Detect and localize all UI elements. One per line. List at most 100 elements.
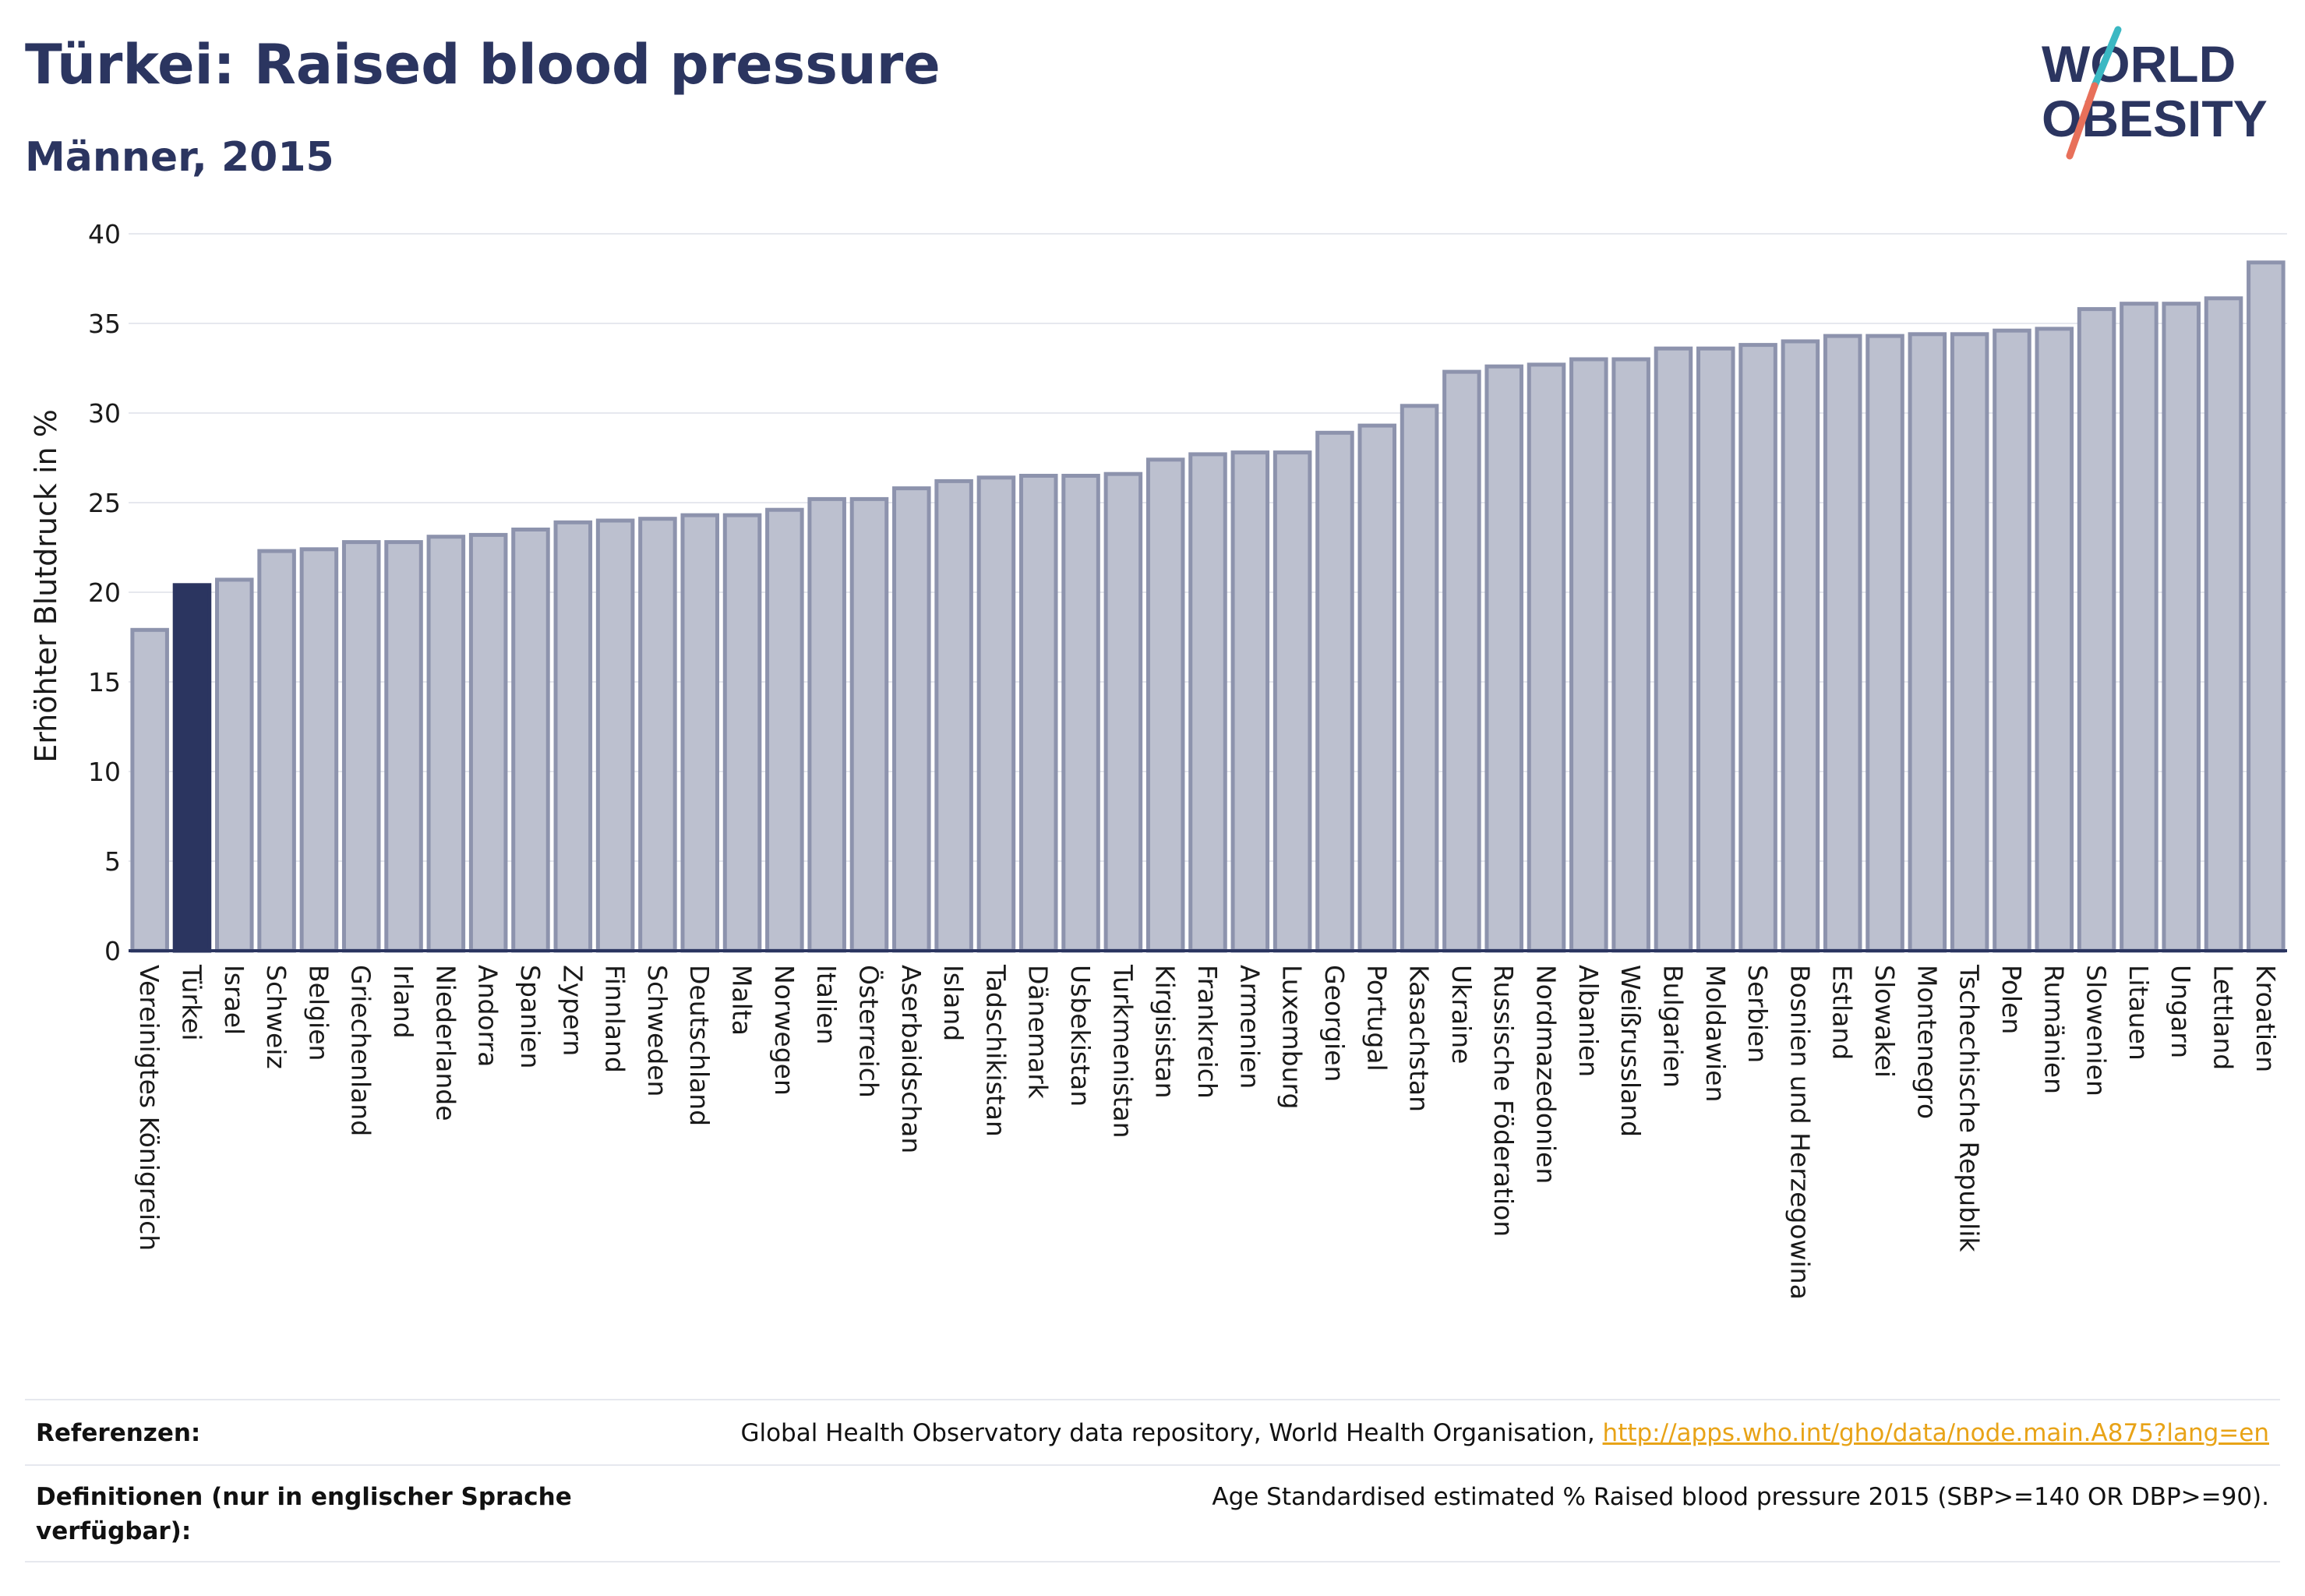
x-category-label: Slowenien (2081, 965, 2112, 1096)
x-category-label: Malta (727, 965, 757, 1036)
references-link[interactable]: http://apps.who.int/gho/data/node.main.A… (1602, 1419, 2269, 1447)
x-category-label: Nordmazedonien (1531, 965, 1562, 1184)
bar (680, 513, 720, 953)
bar (1145, 457, 1185, 953)
bar (1357, 423, 1397, 953)
bar (553, 520, 593, 953)
y-tick-label: 25 (88, 488, 121, 518)
bar (1273, 450, 1312, 953)
bar (1993, 328, 2031, 953)
bar (1103, 471, 1143, 953)
x-category-label: Frankreich (1192, 965, 1223, 1099)
x-category-label: Schweiz (261, 965, 291, 1069)
x-category-label: Vereinigtes Königreich (134, 965, 164, 1251)
bar (511, 528, 550, 953)
y-tick-label: 40 (88, 219, 121, 249)
references-label: Referenzen: (36, 1419, 201, 1447)
x-category-label: Rumänien (2038, 965, 2069, 1094)
bar (1527, 362, 1566, 953)
references-row: Referenzen: Global Health Observatory da… (25, 1399, 2280, 1464)
x-category-label: Litauen (2123, 965, 2154, 1061)
bar-highlighted (172, 583, 212, 953)
bar (2247, 260, 2286, 953)
definitions-row: Definitionen (nur in englischer Sprache … (25, 1464, 2280, 1562)
bar (765, 507, 804, 953)
footer: Referenzen: Global Health Observatory da… (25, 1399, 2280, 1562)
bar (1696, 346, 1735, 953)
x-category-label: Ungarn (2166, 965, 2196, 1058)
references-value: Global Health Observatory data repositor… (740, 1416, 2269, 1450)
bar (934, 478, 973, 953)
bar (257, 549, 296, 953)
definitions-label: Definitionen (nur in englischer Sprache … (36, 1483, 572, 1545)
x-category-label: Österreich (853, 965, 884, 1098)
x-category-label: Kroatien (2250, 965, 2281, 1072)
bar (384, 540, 423, 953)
bar (1061, 474, 1100, 953)
bar (215, 577, 254, 953)
y-tick-label: 35 (88, 309, 121, 339)
x-category-label: Moldawien (1700, 965, 1731, 1102)
bar (1018, 474, 1058, 953)
y-tick-label: 15 (88, 667, 121, 697)
bar (2077, 307, 2116, 953)
x-category-label: Serbien (1742, 965, 1773, 1063)
bar (638, 517, 677, 953)
x-category-label: Tadschikistan (980, 964, 1011, 1137)
x-category-label: Island (938, 965, 969, 1041)
x-category-label: Polen (1996, 965, 2027, 1034)
logo-line1: WORLD (2042, 35, 2236, 93)
bar (2120, 302, 2159, 953)
bar (1781, 339, 1820, 953)
bar (807, 496, 846, 953)
x-category-label: Luxemburg (1277, 965, 1308, 1109)
x-category-label: Aserbaidschan (896, 965, 927, 1153)
bar (1484, 364, 1523, 953)
x-category-label: Finnland (600, 965, 630, 1073)
x-category-label: Tschechische Republik (1954, 964, 1985, 1252)
bar (1611, 357, 1650, 953)
x-category-label: Andorra (473, 965, 503, 1067)
x-category-label: Italien (811, 965, 842, 1044)
bar (1569, 357, 1608, 953)
x-category-label: Belgien (303, 965, 334, 1061)
references-text: Global Health Observatory data repositor… (740, 1419, 1603, 1447)
bar (1866, 334, 1904, 953)
chart-subtitle: Männer, 2015 (25, 134, 334, 181)
x-category-label: Norwegen (769, 965, 800, 1096)
x-category-label: Weißrussland (1615, 965, 1646, 1137)
bar (1908, 332, 1947, 953)
bar (1654, 346, 1693, 953)
bar (722, 513, 762, 953)
bar (2035, 327, 2074, 953)
x-category-label: Ukraine (1446, 965, 1477, 1064)
x-category-label: Dänemark (1023, 965, 1054, 1100)
bar (130, 627, 169, 953)
bar (468, 532, 508, 953)
x-category-label: Bosnien und Herzegowina (1784, 965, 1815, 1300)
y-axis-label: Erhöhter Blutdruck in % (29, 409, 63, 763)
definitions-value: Age Standardised estimated % Raised bloo… (1212, 1483, 2269, 1511)
bars (130, 260, 2286, 953)
x-category-label: Estland (1827, 965, 1858, 1060)
x-category-label: Niederlande (430, 965, 461, 1121)
y-tick-label: 20 (88, 577, 121, 608)
bar (341, 540, 381, 953)
y-tick-label: 10 (88, 757, 121, 787)
bar (849, 496, 889, 953)
chart-title: Türkei: Raised blood pressure (25, 33, 941, 97)
x-category-label: Zypern (557, 965, 588, 1056)
y-tick-label: 30 (88, 398, 121, 429)
bar (1188, 452, 1227, 953)
x-category-label: Lettland (2208, 965, 2239, 1070)
logo-slash-teal (2091, 26, 2122, 90)
bar (1823, 334, 1862, 953)
x-category-label: Irland (388, 965, 418, 1039)
x-category-label: Bulgarien (1657, 965, 1688, 1088)
x-category-label: Schweden (642, 965, 672, 1096)
bar (1315, 430, 1354, 953)
x-category-label: Kirgisistan (1150, 965, 1181, 1099)
x-category-label: Albanien (1573, 965, 1604, 1077)
x-category-label: Griechenland (346, 965, 376, 1136)
bar (1400, 404, 1439, 953)
